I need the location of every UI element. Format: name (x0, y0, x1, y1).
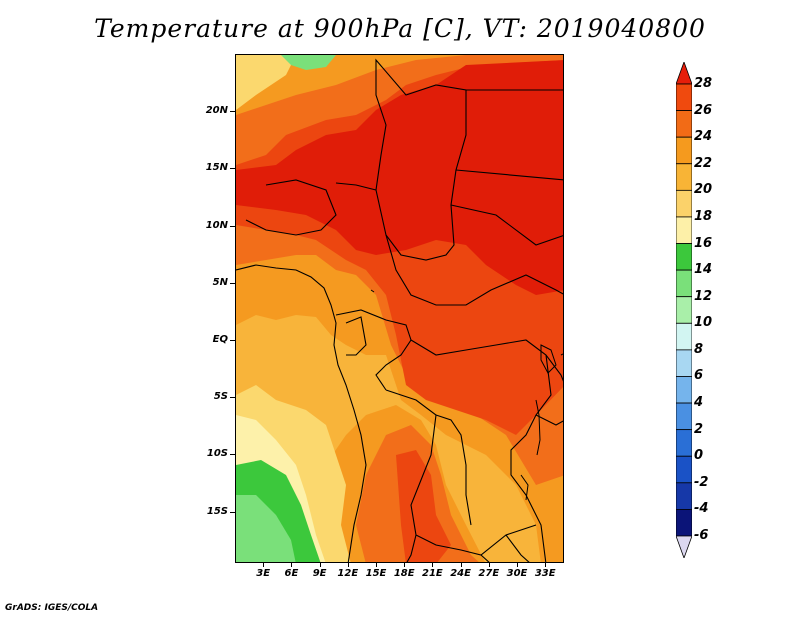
colorbar-segment (676, 83, 692, 111)
colorbar-label: 20 (694, 182, 713, 198)
lon-tick-label: 3E (256, 568, 271, 579)
field-26-28-south (396, 450, 451, 562)
lat-tick (230, 282, 235, 284)
lon-tick (517, 563, 518, 567)
colorbar-label: 14 (694, 262, 713, 278)
colorbar-segment (676, 189, 692, 218)
field-12-14-north (281, 55, 336, 70)
colorbar-segment (676, 163, 692, 191)
lon-tick-label: 30E (506, 568, 528, 579)
map-plot-area (235, 54, 564, 563)
colorbar-segment (676, 269, 692, 298)
lon-tick-label: 12E (337, 568, 359, 579)
lon-tick (404, 563, 406, 567)
colorbar-segment (676, 110, 692, 138)
lon-tick (347, 563, 349, 567)
colorbar-label: 2 (694, 421, 704, 437)
lat-tick-label: 5S (213, 391, 228, 403)
lon-tick-label: 6E (284, 568, 299, 579)
colorbar-segment (676, 535, 692, 558)
colorbar-segment (676, 402, 692, 431)
field-12-14 (236, 495, 296, 562)
colorbar-segment (676, 509, 692, 537)
lakes (370, 289, 563, 501)
colorbar-label: -6 (694, 528, 709, 543)
colorbar (676, 62, 692, 558)
colorbar-segment (676, 349, 692, 377)
grads-credit: GrADS: IGES/COLA (5, 603, 99, 613)
colorbar-label: 8 (694, 341, 704, 357)
lon-tick-label: 24E (450, 568, 471, 579)
lat-tick-label: 5N (212, 276, 228, 288)
lon-tick-label: 18E (393, 568, 415, 579)
lon-tick-label: 27E (478, 568, 500, 579)
lat-tick (230, 111, 235, 113)
lat-tick (230, 225, 235, 227)
colorbar-label: 18 (694, 208, 713, 224)
colorbar-segment (676, 62, 692, 85)
lat-tick-label: 15S (206, 505, 228, 517)
lon-tick-label: 15E (365, 568, 387, 579)
colorbar-segment (676, 136, 692, 165)
lon-tick-label: 33E (534, 568, 556, 579)
lat-tick-label: 20N (205, 105, 228, 117)
colorbar-label: 22 (694, 155, 713, 171)
colorbar-label: 16 (694, 235, 713, 251)
temperature-field-map (236, 55, 563, 562)
colorbar-segment (676, 429, 692, 457)
lon-tick (432, 563, 434, 567)
lat-tick (230, 397, 235, 399)
lon-tick-label: 9E (312, 568, 327, 579)
colorbar-segment (676, 376, 692, 404)
colorbar-segment (676, 216, 692, 244)
lat-tick-label: 10N (205, 219, 228, 231)
field-18-20-north (236, 55, 296, 110)
lat-tick (230, 511, 235, 513)
lat-tick-label: 15N (205, 162, 228, 174)
lon-tick (488, 563, 490, 567)
colorbar-segment (676, 322, 692, 351)
lon-tick (319, 563, 321, 567)
colorbar-segment (676, 296, 692, 324)
colorbar-label: 0 (694, 448, 704, 464)
colorbar-segment (676, 455, 692, 484)
colorbar-label: 26 (694, 102, 713, 118)
colorbar-label: -2 (694, 474, 709, 490)
coastline-and-borders (236, 58, 563, 562)
colorbar-label: 6 (694, 368, 704, 384)
colorbar-label: 28 (694, 76, 713, 91)
colorbar-label: -4 (694, 501, 709, 517)
colorbar-label: 4 (694, 395, 704, 411)
lat-tick (230, 168, 235, 170)
colorbar-segments (676, 62, 692, 558)
lon-tick-label: 21E (422, 568, 443, 579)
lat-tick (230, 339, 235, 341)
colorbar-label: 24 (694, 129, 713, 145)
map-title: Temperature at 900hPa [C], VT: 201904080… (94, 14, 706, 43)
lon-tick (545, 563, 547, 567)
colorbar-label: 12 (694, 288, 713, 304)
colorbar-segment (676, 482, 692, 510)
field-above-28 (236, 60, 563, 295)
lat-tick-label: EQ (212, 333, 228, 345)
lat-tick-label: 10S (206, 448, 228, 460)
lon-tick (376, 563, 377, 567)
lat-tick (230, 454, 235, 456)
lon-tick (460, 563, 462, 567)
lon-tick (291, 563, 293, 567)
colorbar-segment (676, 243, 692, 271)
lon-tick (263, 563, 265, 567)
colorbar-label: 10 (694, 315, 713, 331)
